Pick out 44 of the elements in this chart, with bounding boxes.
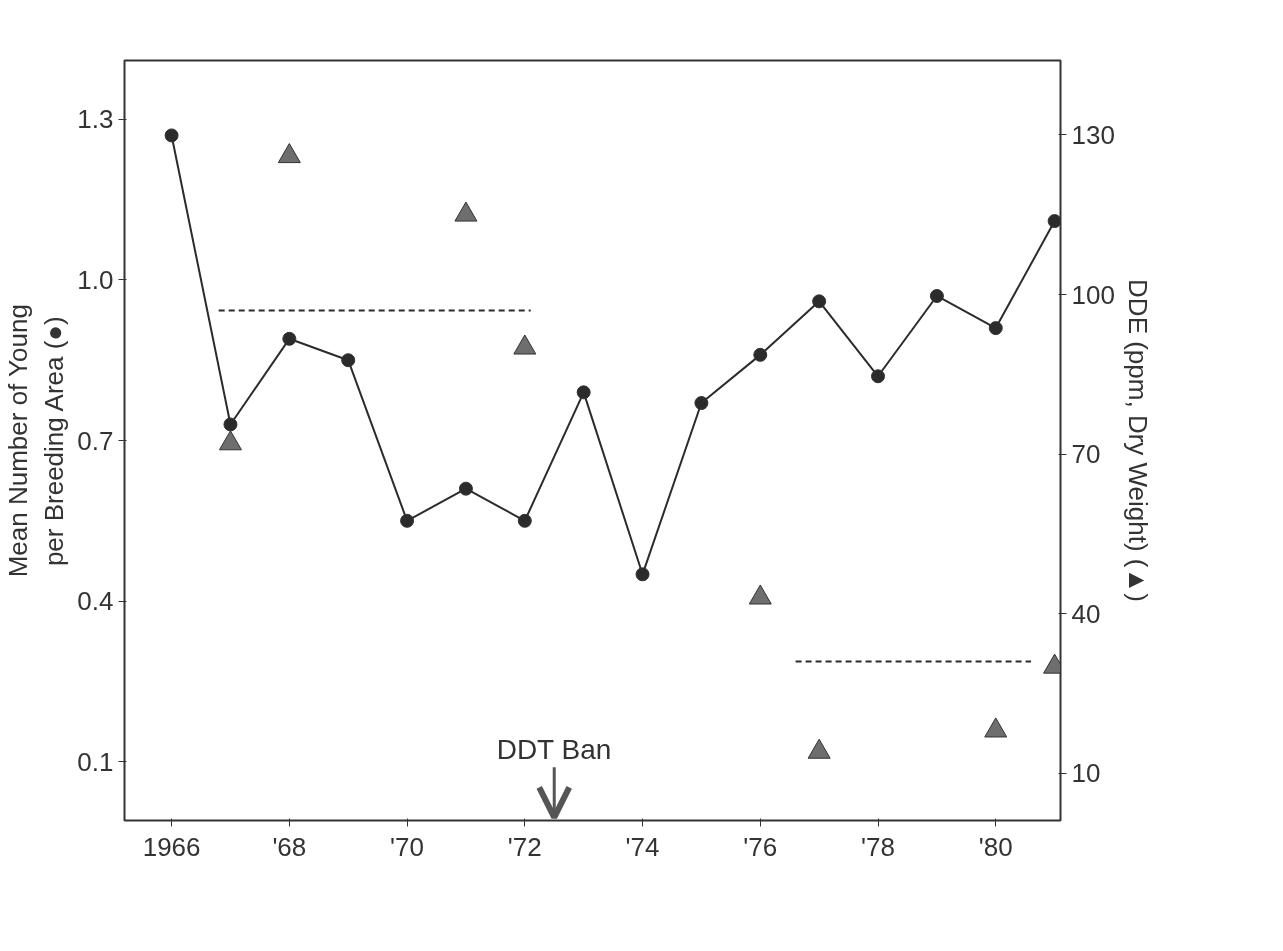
point: [748, 584, 772, 605]
x-tick-label: '72: [507, 831, 542, 862]
x-tick-label: '80: [978, 831, 1013, 862]
y2-axis-title: DDE (ppm, Dry Weight) (▲): [1122, 279, 1153, 602]
point: [929, 289, 944, 303]
x-tick-label: '70: [390, 831, 425, 862]
point: [812, 294, 827, 309]
x-tick-label: '74: [625, 831, 660, 862]
point: [341, 353, 356, 368]
x-tick-label: '78: [861, 831, 895, 862]
y2-tick-label: 10: [1071, 758, 1101, 789]
point: [807, 738, 831, 759]
point: [753, 347, 768, 362]
point: [223, 417, 238, 432]
point: [694, 396, 709, 411]
x-tick-label: 1966: [142, 831, 201, 862]
y-axis-title: Mean Number of Young per Breeding Area (●): [3, 304, 70, 578]
point: [400, 513, 415, 528]
y-tick-label: 1.0: [77, 264, 114, 295]
point: [871, 369, 886, 384]
point: [635, 567, 650, 582]
y-tick-label: 0.7: [77, 425, 114, 456]
point: [454, 201, 478, 222]
y-tick-label: 0.1: [77, 746, 114, 777]
point: [164, 128, 179, 143]
point: [277, 143, 301, 164]
point: [513, 334, 537, 355]
point: [576, 385, 591, 400]
point: [218, 430, 242, 451]
point: [282, 331, 297, 346]
point: [984, 717, 1008, 738]
y-tick-label: 1.3: [77, 104, 114, 135]
point: [517, 513, 532, 528]
y-tick-label: 0.4: [77, 586, 114, 617]
x-tick-label: '76: [743, 831, 778, 862]
point: [988, 321, 1003, 336]
y2-tick-label: 70: [1071, 439, 1101, 470]
y2-tick-label: 40: [1071, 598, 1101, 629]
x-tick-label: '68: [272, 831, 307, 862]
y2-tick-label: 100: [1071, 279, 1115, 310]
point: [458, 481, 473, 496]
ref-line-label: DDT Ban: [496, 734, 612, 766]
point: [1047, 214, 1061, 229]
y2-tick-label: 130: [1071, 119, 1115, 150]
